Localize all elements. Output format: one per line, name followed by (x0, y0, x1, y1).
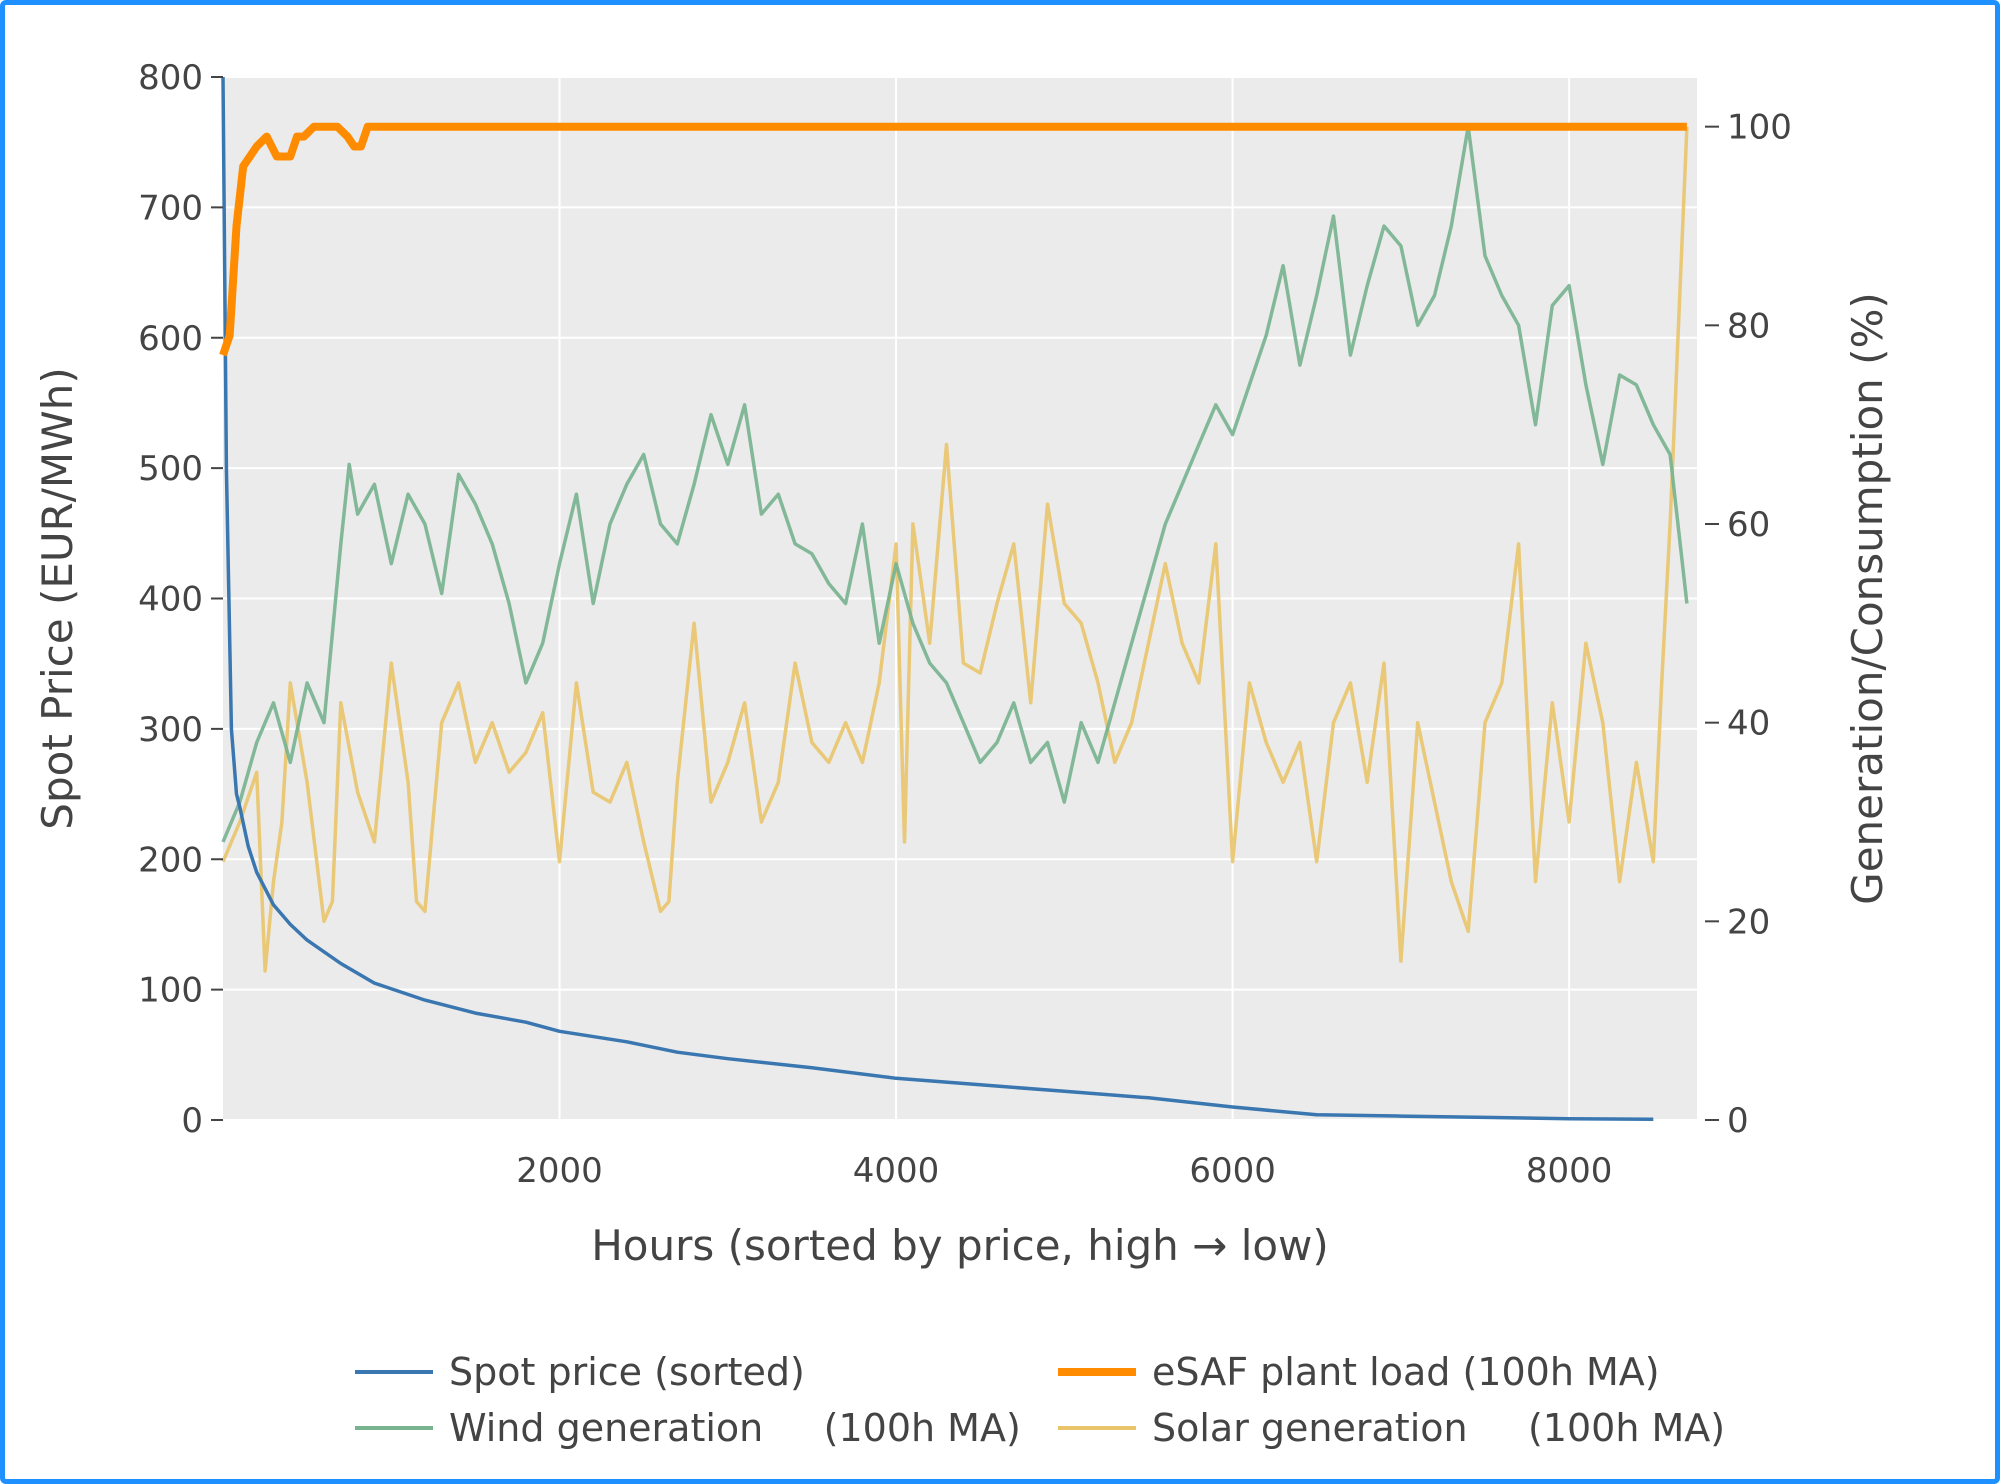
series-line-wind (221, 124, 1689, 843)
y-axis-title: Spot Price (EUR/MWh) (33, 367, 82, 829)
grid-lines (223, 76, 1697, 1121)
x-tick-label: 4000 (853, 1151, 940, 1191)
legend-label-esaf[interactable]: eSAF plant load (100h MA) (1152, 1350, 1660, 1394)
x-axis-title: Hours (sorted by price, high → low) (591, 1221, 1329, 1270)
y2-tick-label: 60 (1727, 505, 1770, 545)
y2-tick-label: 80 (1727, 306, 1770, 346)
y-tick-label: 700 (138, 188, 203, 228)
y2-tick-label: 0 (1727, 1101, 1749, 1141)
legend-label-solar[interactable]: Solar generation (100h MA) (1152, 1406, 1725, 1450)
y2-tick-label: 20 (1727, 902, 1770, 942)
y-tick-label: 100 (138, 971, 203, 1011)
y-tick-label: 300 (138, 710, 203, 750)
legend: Spot price (sorted) eSAF plant load (100… (355, 1350, 1725, 1450)
y-tick-label: 0 (181, 1101, 203, 1141)
series-line-esaf (219, 122, 1687, 357)
y2-axis-title: Generation/Consumption (%) (1843, 292, 1892, 905)
series-line-solar (221, 126, 1689, 973)
x-axis: 2000 4000 6000 8000 (516, 1151, 1612, 1191)
y-tick-label: 200 (138, 840, 203, 880)
y2-tick-label: 100 (1727, 108, 1792, 148)
series-line-spot (221, 76, 1654, 1122)
series-lines (219, 76, 1689, 1122)
y2-tick-label: 40 (1727, 704, 1770, 744)
y-tick-label: 600 (138, 319, 203, 359)
y-tick-label: 400 (138, 580, 203, 620)
y-axis-left: 0 100 200 300 400 500 600 700 800 (138, 58, 223, 1141)
x-tick-label: 6000 (1189, 1151, 1276, 1191)
legend-label-wind[interactable]: Wind generation (100h MA) (449, 1406, 1021, 1450)
legend-label-spot[interactable]: Spot price (sorted) (449, 1350, 805, 1394)
x-tick-label: 8000 (1526, 1151, 1613, 1191)
y-axis-right: 0 20 40 60 80 100 (1705, 108, 1792, 1141)
y-tick-label: 500 (138, 449, 203, 489)
x-tick-label: 2000 (516, 1151, 603, 1191)
y-tick-label: 800 (138, 58, 203, 98)
